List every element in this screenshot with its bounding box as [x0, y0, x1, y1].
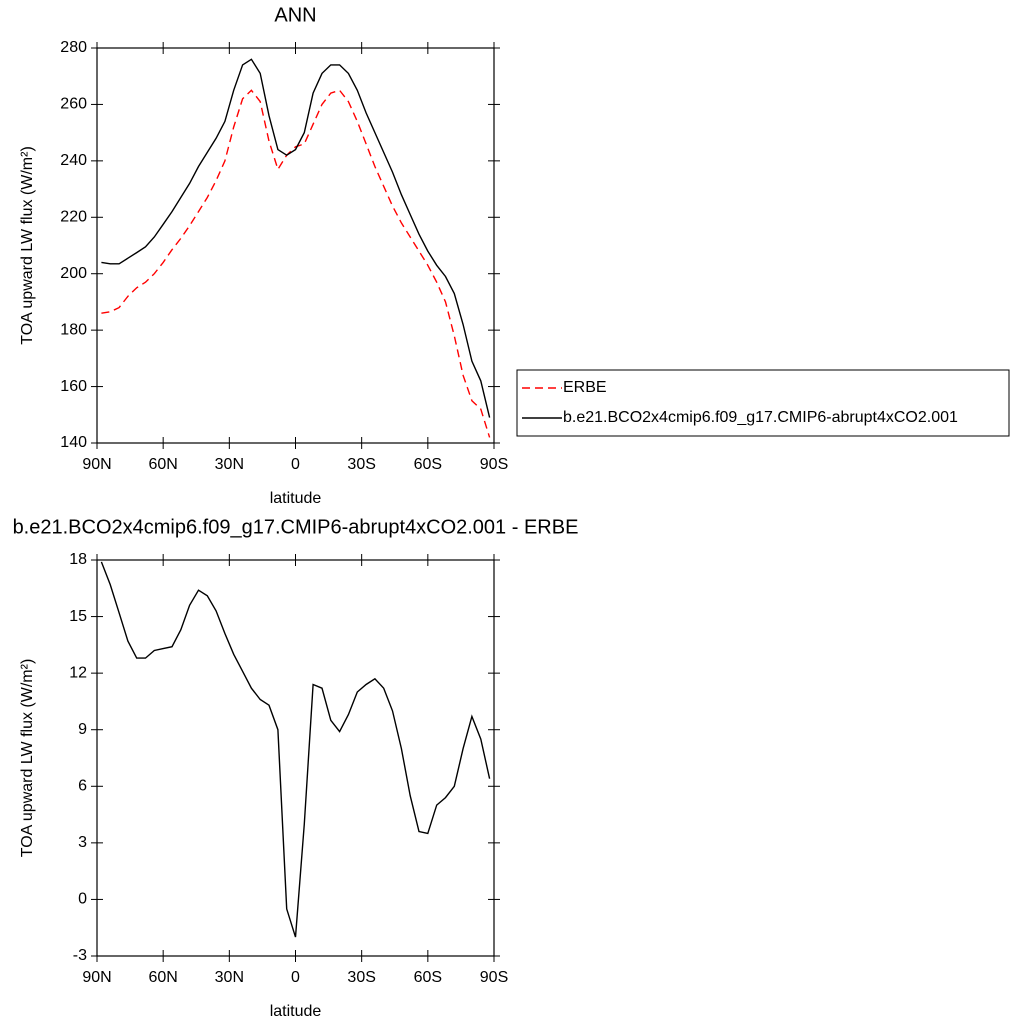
series-line: [101, 58, 491, 418]
y-tick-label: 18: [69, 551, 87, 568]
x-tick-label: 60S: [414, 456, 442, 473]
y-tick-label: 0: [78, 891, 87, 908]
legend-box: [516, 369, 1010, 437]
x-tick-label: 90S: [480, 969, 508, 986]
x-tick-label: 30S: [347, 456, 375, 473]
y-tick-label: -3: [73, 947, 87, 964]
y-axis-label: TOA upward LW flux (W/m²): [19, 146, 36, 345]
y-tick-label: 140: [60, 434, 87, 451]
x-axis-label: latitude: [270, 490, 322, 507]
y-axis-label: TOA upward LW flux (W/m²): [19, 659, 36, 858]
series-line: [100, 561, 491, 938]
x-tick-label: 90N: [82, 969, 111, 986]
y-tick-label: 15: [69, 608, 87, 625]
x-tick-label: 0: [291, 456, 300, 473]
y-tick-label: 6: [78, 778, 87, 795]
chart-title: b.e21.BCO2x4cmip6.f09_g17.CMIP6-abrupt4x…: [13, 516, 579, 538]
x-tick-label: 30N: [215, 969, 244, 986]
y-tick-label: 280: [60, 39, 87, 56]
legend-label: ERBE: [563, 379, 607, 396]
y-tick-label: 160: [60, 378, 87, 395]
x-tick-label: 60S: [414, 969, 442, 986]
y-tick-label: 3: [78, 834, 87, 851]
x-tick-label: 60N: [148, 969, 177, 986]
plot-frame: [96, 47, 495, 444]
y-tick-label: 240: [60, 152, 87, 169]
y-tick-label: 12: [69, 664, 87, 681]
x-tick-label: 30N: [215, 456, 244, 473]
y-tick-label: 9: [78, 721, 87, 738]
x-axis-label: latitude: [270, 1003, 322, 1020]
chart-title: ANN: [274, 4, 316, 26]
y-tick-label: 260: [60, 96, 87, 113]
x-tick-label: 60N: [148, 456, 177, 473]
legend-label: b.e21.BCO2x4cmip6.f09_g17.CMIP6-abrupt4x…: [563, 409, 958, 426]
x-tick-label: 30S: [347, 969, 375, 986]
y-tick-label: 220: [60, 209, 87, 226]
x-tick-label: 0: [291, 969, 300, 986]
y-tick-label: 200: [60, 265, 87, 282]
x-tick-label: 90N: [82, 456, 111, 473]
series-line: [101, 89, 491, 438]
x-tick-label: 90S: [480, 456, 508, 473]
plot-frame: [96, 559, 495, 957]
y-tick-label: 180: [60, 321, 87, 338]
